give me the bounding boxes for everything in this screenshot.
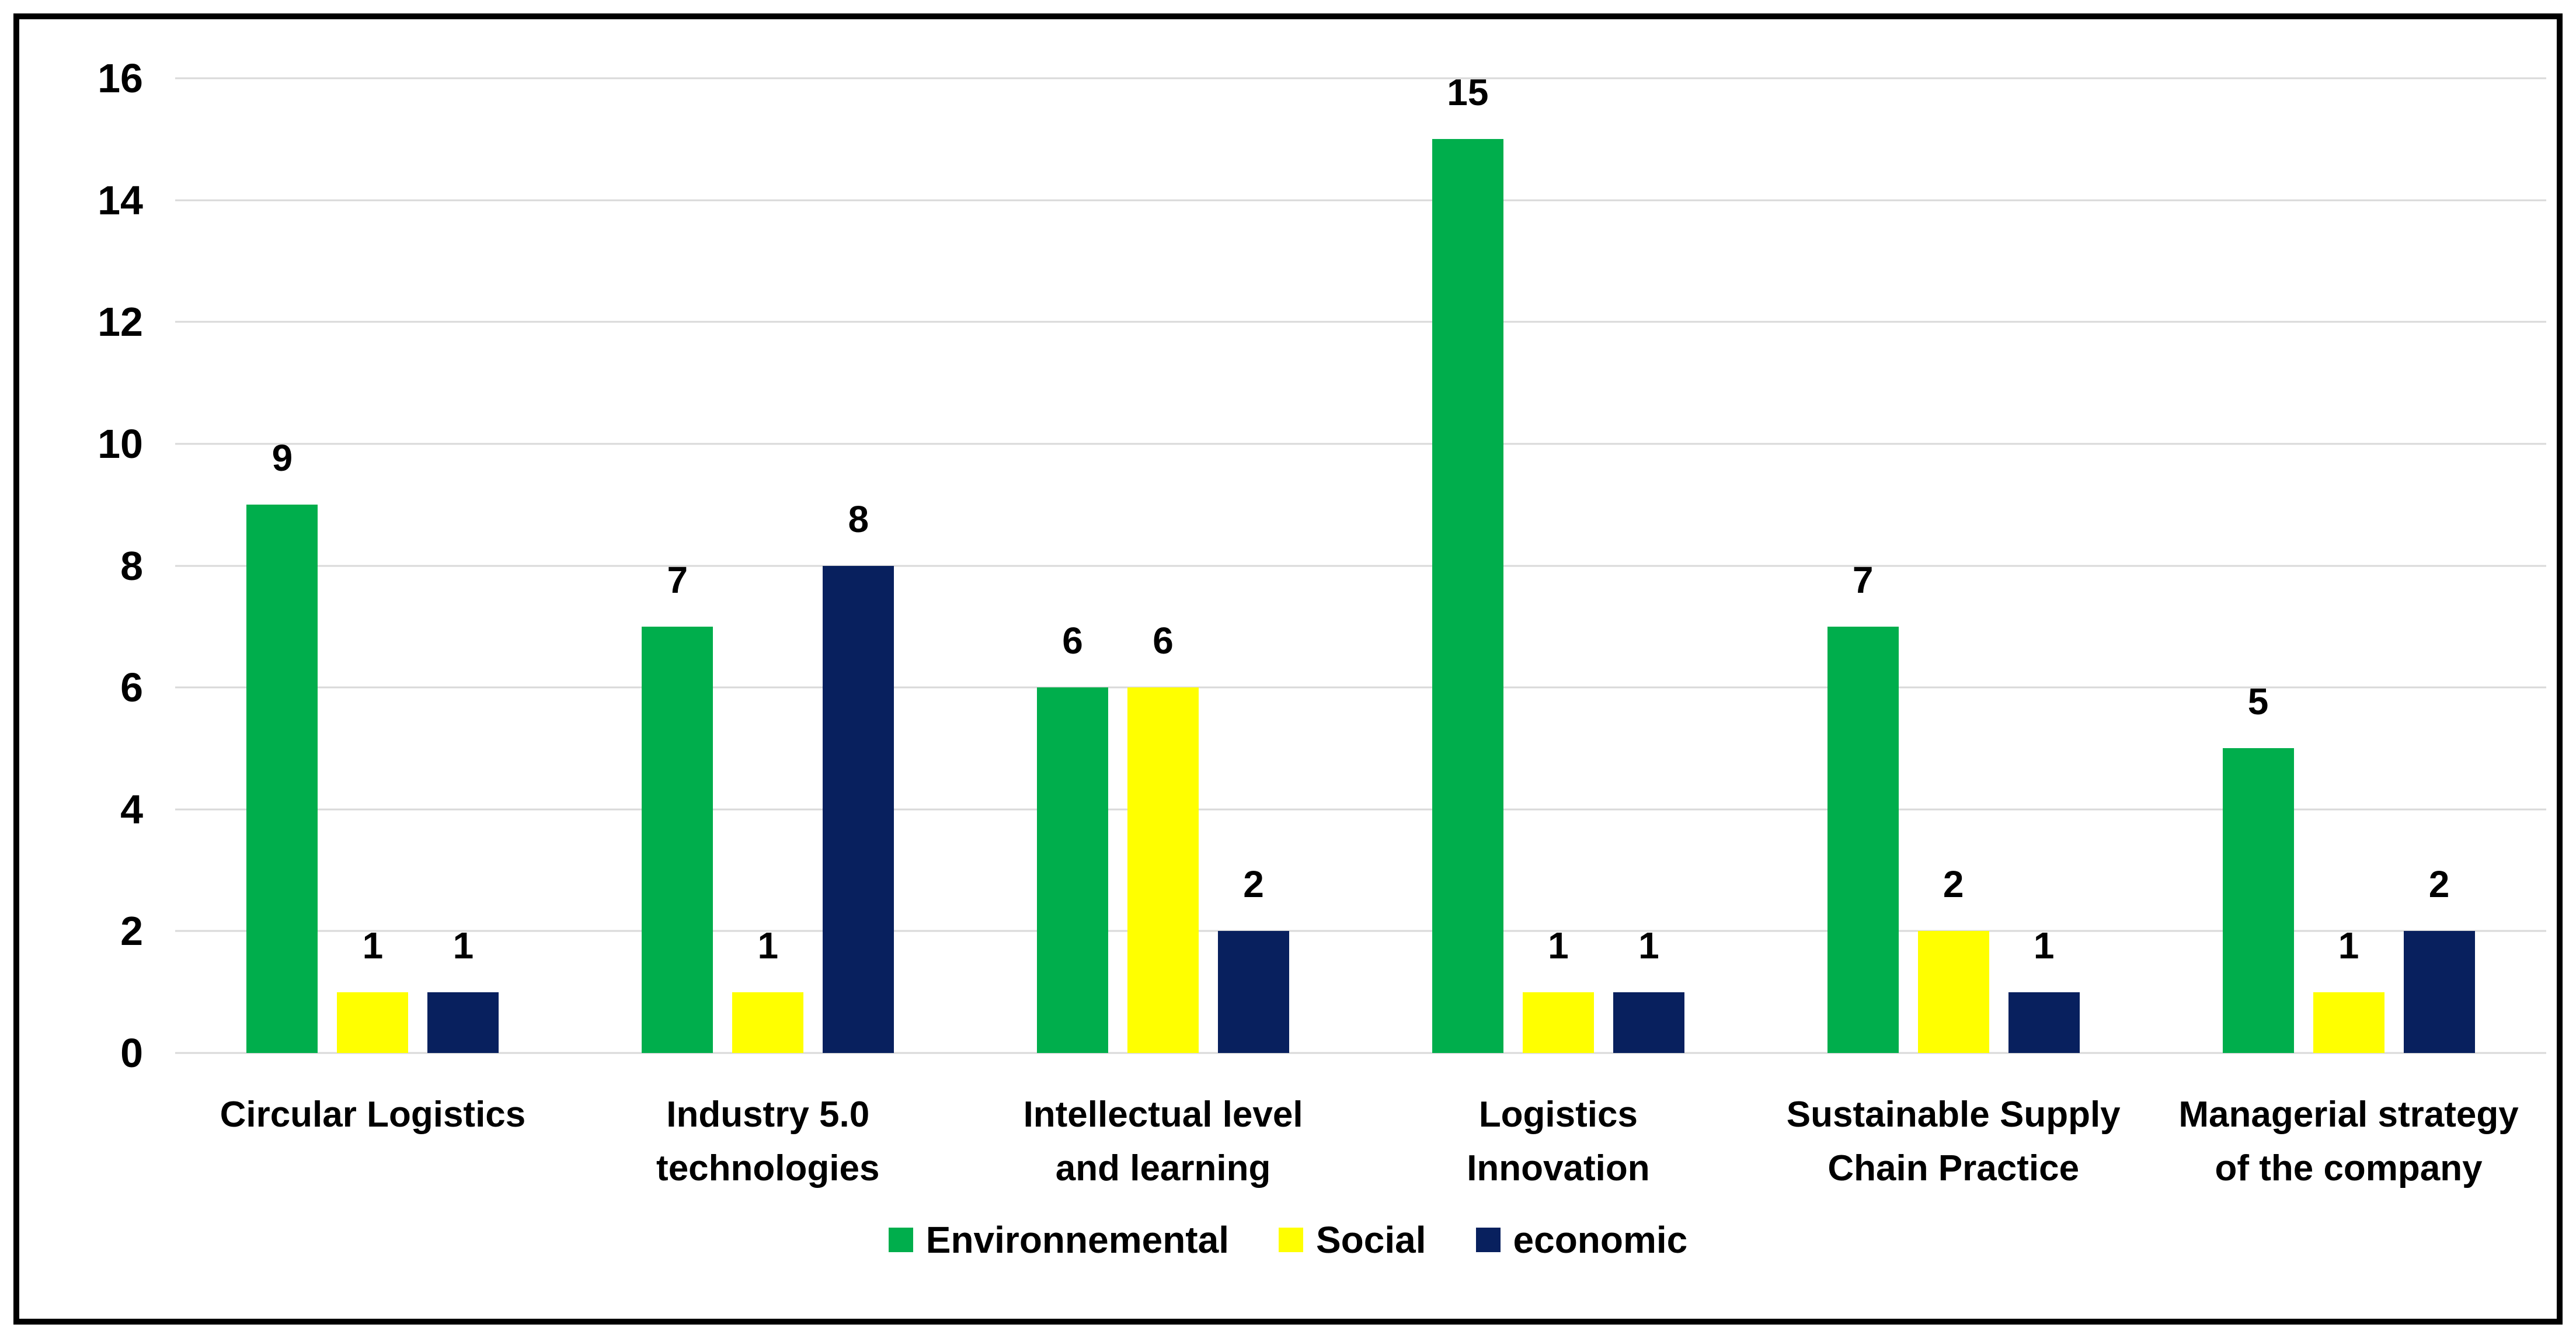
category-label: Intellectual level and learning <box>1023 1094 1303 1188</box>
category-label: Circular Logistics <box>220 1094 526 1135</box>
legend: Environnemental Social economic <box>19 1221 2557 1259</box>
legend-item-social: Social <box>1278 1219 1426 1261</box>
bar-social-0: 1 <box>337 927 409 1053</box>
value-label: 7 <box>1852 558 1874 601</box>
y-tick-label: 2 <box>120 908 143 954</box>
value-label: 1 <box>362 924 384 967</box>
bar-economic-5: 2 <box>2403 866 2475 1053</box>
bar-environnemental-1: 7 <box>642 561 713 1053</box>
value-label: 5 <box>2247 680 2269 723</box>
value-label: 6 <box>1062 620 1083 662</box>
y-tick-label: 6 <box>120 665 143 711</box>
chart-frame: 0 2 4 6 8 10 12 14 16 9 1 1 7 1 8 6 6 2 15 1 1 7 2 1 5 1 2 Circul… <box>13 13 2563 1325</box>
bar-environnemental-2: 6 <box>1037 622 1109 1053</box>
bar-economic-3: 1 <box>1613 927 1684 1053</box>
value-label: 2 <box>1943 863 1964 906</box>
y-tick-label: 8 <box>120 543 143 589</box>
category-label: Logistics Innovation <box>1467 1094 1650 1188</box>
bar-economic-2: 2 <box>1218 866 1290 1053</box>
y-tick-label: 0 <box>120 1030 143 1076</box>
bar-environnemental-0: 9 <box>246 439 318 1053</box>
bar-group: 9 1 1 <box>175 78 570 1053</box>
value-label: 6 <box>1153 620 1174 662</box>
bar-social-3: 1 <box>1522 927 1594 1053</box>
gridline <box>175 686 2546 689</box>
legend-label: Social <box>1315 1219 1426 1261</box>
bar-group: 15 1 1 <box>1360 74 1756 1053</box>
bar-environnemental-5: 5 <box>2222 683 2294 1053</box>
gridline <box>175 808 2546 811</box>
bar-economic-1: 8 <box>823 501 894 1053</box>
bar-groups: 9 1 1 7 1 8 6 6 2 15 1 1 7 2 1 5 1 2 <box>175 74 2546 1053</box>
value-label: 7 <box>667 558 688 601</box>
y-tick-label: 14 <box>98 177 143 223</box>
bar-environnemental-4: 7 <box>1827 561 1899 1053</box>
value-label: 15 <box>1447 71 1489 114</box>
value-label: 8 <box>848 498 869 540</box>
y-tick-label: 16 <box>98 55 143 101</box>
y-tick-label: 10 <box>98 420 143 467</box>
bar-economic-0: 1 <box>427 927 499 1053</box>
bar-economic-4: 1 <box>2008 927 2080 1053</box>
legend-swatch <box>1278 1228 1303 1252</box>
bar-group: 5 1 2 <box>2151 78 2546 1053</box>
value-label: 2 <box>2428 863 2450 906</box>
legend-item-economic: economic <box>1475 1219 1688 1261</box>
bar-social-4: 2 <box>1917 866 1989 1053</box>
legend-swatch <box>1475 1228 1501 1252</box>
legend-label: Environnemental <box>925 1219 1229 1261</box>
x-axis-category-labels: Circular Logistics Industry 5.0 technolog… <box>175 1088 2546 1195</box>
bar-social-1: 1 <box>732 927 804 1053</box>
gridline <box>175 930 2546 932</box>
bar-group: 6 6 2 <box>966 78 1361 1053</box>
value-label: 9 <box>271 437 293 479</box>
category-label: Industry 5.0 technologies <box>656 1094 880 1188</box>
gridline <box>175 199 2546 201</box>
legend-label: economic <box>1513 1219 1688 1261</box>
gridline <box>175 77 2546 79</box>
value-label: 1 <box>2033 924 2055 967</box>
value-label: 2 <box>1243 863 1264 906</box>
bar-environnemental-3: 15 <box>1432 74 1503 1053</box>
legend-swatch <box>888 1228 913 1252</box>
y-tick-label: 12 <box>98 299 143 345</box>
gridline <box>175 1052 2546 1054</box>
plot-area: 0 2 4 6 8 10 12 14 16 9 1 1 7 1 8 6 6 2 15 1 1 7 2 1 5 1 2 <box>98 58 2546 1073</box>
gridline <box>175 443 2546 445</box>
category-label: Managerial strategy of the company <box>2178 1094 2519 1188</box>
value-label: 1 <box>1638 924 1659 967</box>
value-label: 1 <box>1548 924 1569 967</box>
bar-group: 7 1 8 <box>570 78 966 1053</box>
bar-social-5: 1 <box>2313 927 2384 1053</box>
bar-group: 7 2 1 <box>1756 78 2151 1053</box>
gridline <box>175 565 2546 567</box>
category-label: Sustainable Supply Chain Practice <box>1786 1094 2121 1188</box>
value-label: 1 <box>452 924 474 967</box>
y-tick-label: 4 <box>120 786 143 832</box>
legend-item-environnemental: Environnemental <box>888 1219 1229 1261</box>
value-label: 1 <box>2338 924 2359 967</box>
value-label: 1 <box>757 924 779 967</box>
bar-social-2: 6 <box>1127 622 1199 1053</box>
gridline <box>175 321 2546 323</box>
